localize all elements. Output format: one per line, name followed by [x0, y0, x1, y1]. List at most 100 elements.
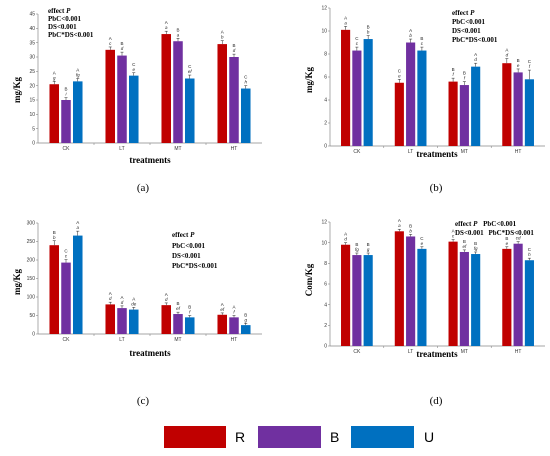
y-tick-label: 8 [324, 52, 327, 58]
bar-b [173, 314, 183, 334]
bar-letter-lower: fg [76, 73, 80, 78]
bar-u [471, 254, 481, 346]
bar-u [185, 78, 195, 143]
bar-u [417, 248, 427, 346]
bar-r [217, 44, 227, 143]
y-tick-label: 150 [27, 276, 36, 282]
bar-letter-upper: B [53, 230, 56, 235]
bar-b [117, 308, 127, 334]
bar-letter-upper: C [420, 236, 424, 241]
bar-letter-upper: A [344, 15, 347, 20]
y-tick-label: 0 [324, 344, 327, 350]
bar-r [105, 49, 115, 144]
bar-letter-lower: d [165, 297, 168, 302]
bar-letter-upper: A [474, 52, 477, 57]
bar-letter-lower: a [177, 32, 180, 37]
bar-letter-lower: b [409, 228, 412, 233]
bar-letter-lower: c [421, 41, 424, 46]
bar-letter-lower: i [66, 92, 68, 97]
x-tick-label: LT [119, 146, 124, 152]
y-tick-label: 45 [29, 12, 35, 18]
bar-letter-upper: C [244, 75, 248, 80]
bar-r [161, 305, 171, 334]
bar-b [229, 57, 239, 143]
bar-r [217, 314, 227, 334]
stat-interaction: PbC*DS<0.001 [452, 36, 498, 44]
y-tick-label: 6 [324, 75, 327, 81]
bar-u [129, 309, 139, 334]
bar-letter-lower: a [398, 223, 401, 228]
bar-letter-upper: A [505, 48, 508, 53]
bar-u [185, 317, 195, 334]
stat-ds: DS<0.001 [48, 23, 77, 31]
bar-letter-upper: A [221, 302, 224, 307]
bar-letter-lower: f [452, 72, 454, 77]
bar-b [61, 262, 71, 334]
bar-letter-upper: A [76, 220, 79, 225]
bar-b [229, 317, 239, 334]
bar-letter-lower: c [65, 254, 68, 259]
y-tick-label: 250 [27, 239, 36, 245]
bar-letter-upper: A [221, 30, 224, 35]
bar-letter-upper: A [132, 296, 135, 301]
bar-u [417, 50, 427, 146]
y-tick-label: 4 [324, 98, 327, 104]
panel-label: (a) [137, 182, 150, 194]
y-tick-label: 50 [29, 313, 35, 319]
bar-r [502, 63, 512, 147]
bar-u [129, 75, 139, 143]
y-axis-label: mg/Kg [304, 67, 314, 93]
stat-p: P [66, 7, 71, 15]
svg-text:effect P: effect P [48, 7, 71, 15]
y-tick-label: 12 [321, 220, 327, 226]
x-tick-label: MT [461, 349, 468, 355]
bar-letter-upper: C [132, 62, 136, 67]
bar-letter-lower: a [344, 20, 347, 25]
bar-letter-lower: e [133, 67, 136, 72]
bar-b [513, 243, 523, 346]
y-tick-label: 0 [324, 144, 327, 150]
bar-letter-lower: b [367, 30, 370, 35]
bar-u [241, 325, 251, 334]
svg-text:effect P PbC<0.001: effect P PbC<0.001 [455, 220, 517, 228]
stat-pbc: PbC<0.001 [172, 242, 205, 250]
x-axis-label: treatments [416, 349, 458, 359]
stat-interaction: PbC*DS<0.001 [488, 229, 534, 237]
bar-letter-upper: B [409, 223, 412, 228]
bar-letter-upper: B [244, 312, 247, 317]
bar-b [352, 255, 362, 346]
stat-effect: effect [455, 220, 472, 228]
bar-u [363, 39, 373, 146]
bar-letter-lower: de [131, 301, 137, 306]
bar-letter-lower: a [165, 25, 168, 30]
x-tick-label: CK [353, 149, 361, 155]
y-tick-label: 6 [324, 282, 327, 288]
x-tick-label: LT [408, 149, 413, 155]
stats-annotation: effect P PbC<0.001 DS<0.001 PbC*DS<0.001 [452, 9, 498, 44]
stat-interaction: PbC*DS<0.001 [172, 262, 218, 270]
bar-b [61, 100, 71, 143]
y-tick-label: 300 [27, 221, 36, 227]
bar-b [117, 55, 127, 143]
bar-letter-lower: f [189, 310, 191, 315]
y-tick-label: 40 [29, 26, 35, 32]
y-tick-label: 10 [321, 29, 327, 35]
stat-effect: effect [48, 7, 65, 15]
bar-letter-upper: C [64, 249, 68, 254]
x-tick-label: CK [353, 349, 361, 355]
bar-letter-lower: ef [176, 306, 181, 311]
y-tick-label: 30 [29, 55, 35, 61]
stat-pbc: PbC<0.001 [48, 15, 81, 23]
bar-letter-lower: g [53, 75, 56, 80]
stat-effect: effect [452, 9, 469, 17]
bar-letter-upper: A [409, 28, 412, 33]
bar-letter-upper: B [367, 242, 370, 247]
bar-letter-upper: B [176, 301, 179, 306]
bar-r [49, 84, 59, 143]
bar-letter-lower: ef [220, 307, 225, 312]
stat-pbc: PbC<0.001 [452, 18, 485, 26]
bar-letter-upper: C [528, 247, 532, 252]
stats-annotation: effect P PbC<0.001 DS<0.001 PbC*DS<0.001 [172, 231, 218, 270]
x-axis-label: treatments [129, 348, 171, 358]
x-axis-label: treatments [416, 149, 458, 159]
